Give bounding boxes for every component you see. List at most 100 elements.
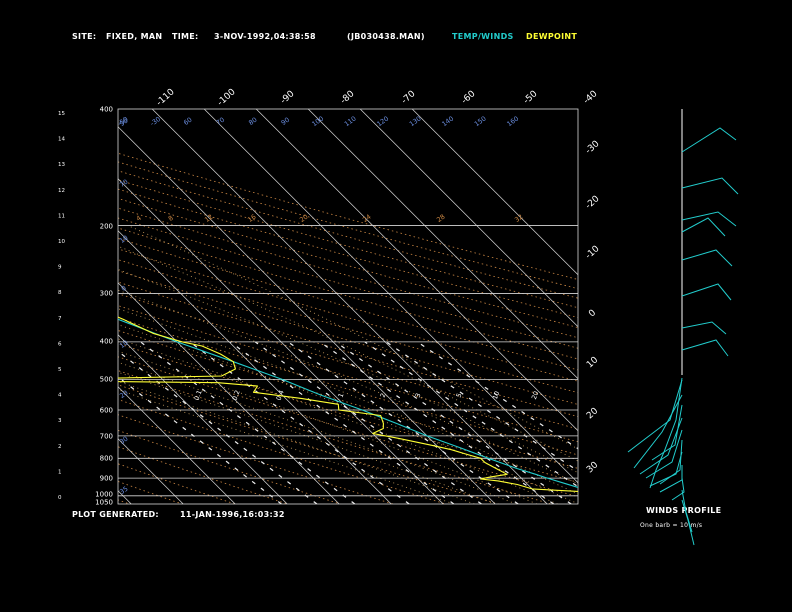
altitude-tick-label: 3 — [58, 418, 62, 424]
pressure-tick-label: 1000 — [95, 491, 113, 499]
wind-barb — [681, 217, 726, 237]
isotherm-top-label: -80 — [339, 89, 357, 106]
altitude-tick-label: 8 — [58, 290, 62, 296]
dry-adiabat-line — [118, 399, 446, 504]
pressure-tick-label: 800 — [100, 455, 113, 463]
dry-adiabat-line — [118, 248, 578, 382]
dry-adiabat-label: 30 — [118, 435, 129, 446]
moist-adiabat-line — [127, 225, 578, 450]
theta-label: 80 — [247, 116, 258, 127]
theta-label: 120 — [375, 115, 390, 129]
isotherm-right-label: -20 — [584, 194, 602, 211]
wind-barb — [659, 465, 683, 493]
dry-adiabat-line — [118, 293, 578, 430]
isotherm-line — [118, 490, 132, 504]
pressure-tick-label: 300 — [100, 290, 113, 298]
dry-adiabat-line — [118, 463, 236, 504]
theta-label: 70 — [215, 116, 226, 127]
dry-adiabat-label: 35 — [118, 485, 129, 496]
wind-barb — [649, 451, 683, 487]
moist-adiabat-label: 28 — [435, 213, 446, 224]
isotherm-line — [307, 109, 578, 380]
theta-label: 60 — [182, 116, 193, 127]
isotherm-line — [359, 109, 578, 328]
site-label: SITE: — [72, 32, 97, 41]
theta-label: 140 — [440, 115, 455, 129]
pressure-tick-label: 700 — [100, 433, 113, 441]
wind-barb — [651, 404, 683, 461]
isotherm-line — [118, 438, 184, 504]
time-label: TIME: — [172, 32, 199, 41]
moist-adiabat-label: 4 — [135, 214, 143, 223]
altitude-tick-label: 9 — [58, 265, 62, 271]
site-value: FIXED, MAN — [106, 32, 163, 41]
isotherm-line — [151, 109, 548, 504]
dry-adiabat-line — [118, 152, 578, 280]
dry-adiabat-line — [118, 198, 578, 328]
moist-adiabat-label: 8 — [167, 214, 175, 223]
mixing-ratio-line — [319, 341, 555, 504]
moist-adiabat-line — [118, 350, 537, 504]
dry-adiabats — [118, 152, 578, 504]
temperature-profile-line — [118, 318, 578, 488]
moist-adiabat-line — [118, 361, 517, 504]
dry-adiabat-line — [118, 370, 552, 504]
isotherm-line — [0, 109, 27, 504]
dry-adiabat-label: 10 — [118, 234, 129, 245]
legend-temp-winds: TEMP/WINDS — [452, 32, 514, 41]
moist-adiabat-line — [118, 269, 578, 474]
altitude-tick-label: 1 — [58, 469, 62, 475]
pressure-tick-label: 900 — [100, 475, 113, 483]
wind-barb — [681, 283, 732, 301]
wind-barb — [681, 249, 733, 267]
altitude-tick-label: 12 — [58, 188, 65, 194]
isotherm-top-label: -60 — [460, 89, 478, 106]
dry-adiabat-line — [118, 270, 578, 405]
mixing-ratio-line — [189, 341, 410, 504]
isotherm-top-label: -110 — [155, 87, 177, 108]
wind-barb — [671, 477, 685, 501]
wind-barb — [633, 394, 683, 469]
moist-adiabat-line — [118, 338, 558, 504]
plot-frame — [117, 108, 579, 505]
mixing-ratio-label: 5 — [455, 392, 464, 399]
altitude-tick-label: 2 — [58, 444, 62, 450]
time-value: 3-NOV-1992,04:38:58 — [214, 32, 316, 41]
winds-profile-panel — [627, 109, 739, 546]
wind-barb — [681, 127, 737, 153]
dry-adiabat-line — [118, 227, 578, 360]
dry-adiabat-line — [118, 342, 578, 483]
isotherm-line — [118, 334, 288, 504]
moist-adiabat-label: 20 — [298, 213, 309, 224]
dry-adiabat-line — [118, 481, 183, 504]
altitude-tick-label: 5 — [58, 367, 62, 373]
moist-adiabat-line — [118, 389, 454, 504]
dry-adiabat-line — [118, 161, 578, 290]
plot-generated-label: PLOT GENERATED: — [72, 510, 159, 519]
isotherm-top-label: -70 — [400, 89, 418, 106]
dry-adiabat-label: 70 — [118, 178, 129, 189]
dry-adiabat-line — [118, 207, 578, 339]
isotherm-right-label: -30 — [584, 139, 602, 156]
dry-adiabat-line — [118, 170, 578, 299]
dry-adiabat-label: 0 — [120, 284, 128, 293]
isotherm-line — [411, 109, 578, 276]
dry-adiabat-label: 10 — [118, 339, 129, 350]
altitude-tick-label: 7 — [58, 316, 62, 322]
isotherm-right-label: -10 — [584, 244, 602, 261]
plot-generated-value: 11-JAN-1996,16:03:32 — [180, 510, 285, 519]
dry-adiabat-line — [118, 259, 578, 394]
wind-barb — [681, 177, 739, 195]
moist-adiabat-line — [118, 380, 475, 504]
theta-label: 110 — [343, 115, 358, 129]
moist-adiabat-label: 32 — [513, 213, 524, 224]
isobars — [117, 108, 579, 505]
mixing-ratio-line — [254, 341, 482, 504]
pressure-tick-label: 1050 — [95, 499, 113, 507]
mixing-ratio-label: 3 — [414, 392, 423, 399]
isotherm-top-label: -50 — [522, 89, 540, 106]
dry-adiabat-line — [118, 499, 130, 504]
isotherm-right-label: 10 — [585, 355, 600, 370]
isotherm-line — [203, 109, 578, 484]
